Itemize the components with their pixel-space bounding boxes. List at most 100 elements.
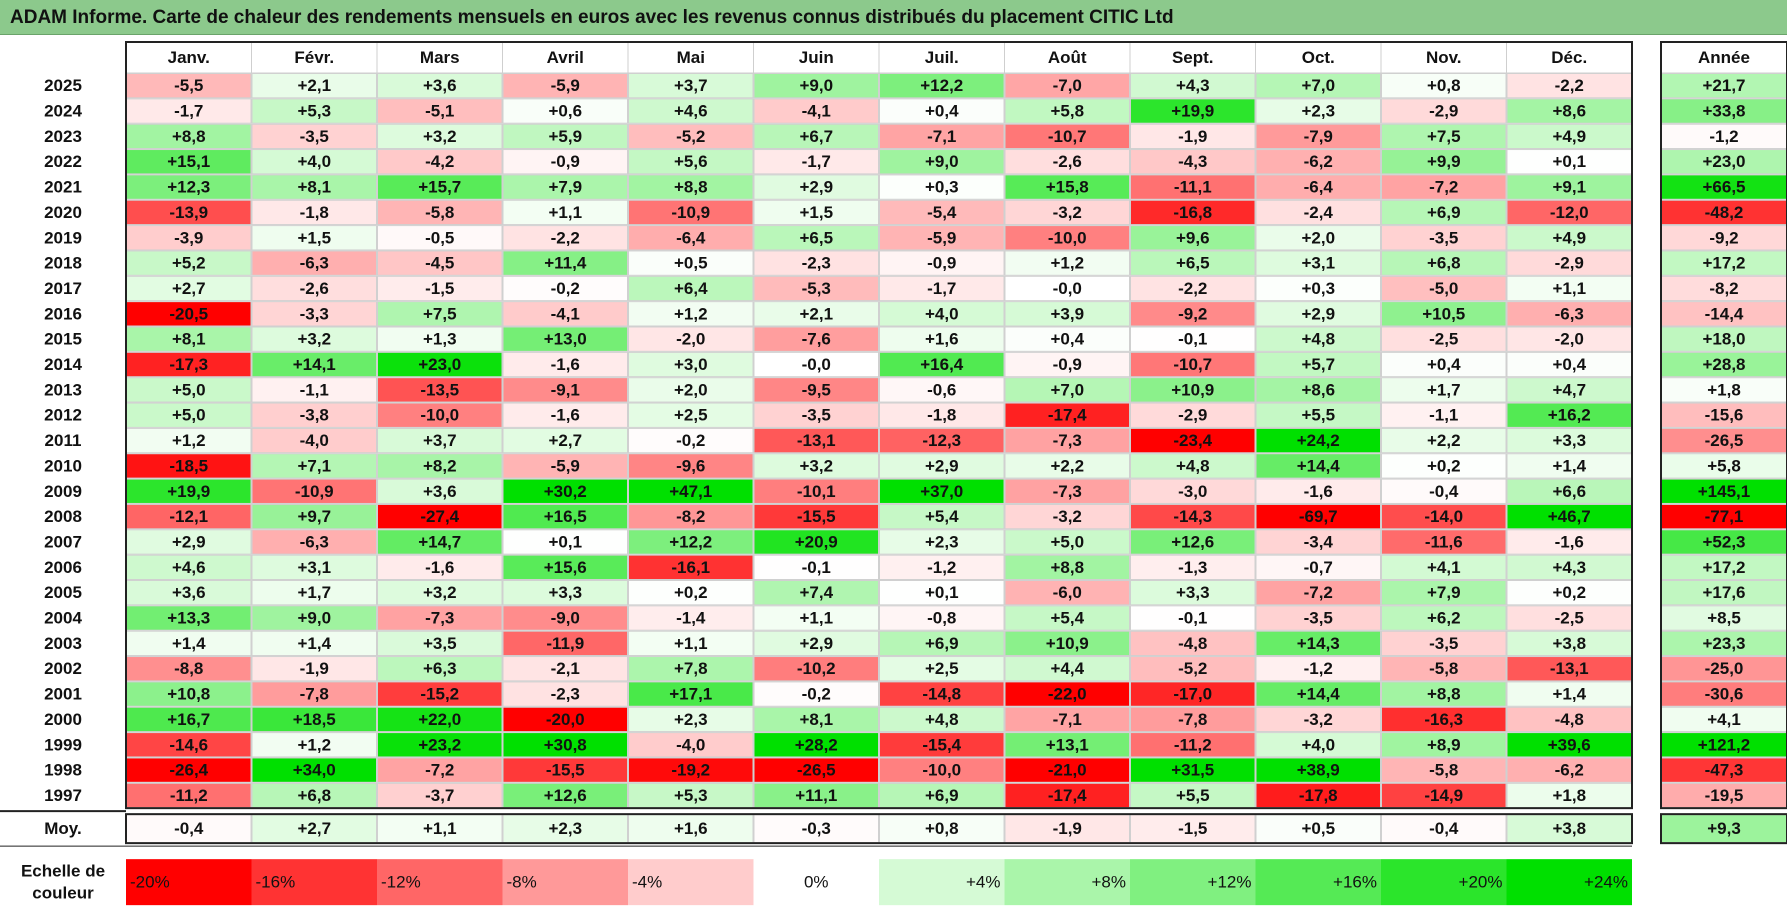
cell-value: -0,7 — [1304, 558, 1333, 577]
heatmap-cell — [502, 301, 628, 327]
scale-swatch — [1130, 859, 1256, 906]
heatmap-cell — [1506, 529, 1632, 555]
cell-value: +1,1 — [799, 609, 833, 628]
cell-value: +2,7 — [548, 431, 582, 450]
cell-value: +7,1 — [297, 456, 331, 475]
annual-value: +5,8 — [1707, 456, 1741, 475]
cell-value: +2,9 — [799, 634, 833, 653]
heatmap-cell — [753, 630, 879, 657]
month-header: Avril — [547, 48, 584, 67]
cell-value: -26,5 — [797, 761, 836, 780]
cell-value: -16,1 — [671, 558, 710, 577]
heatmap-cell — [1381, 427, 1507, 454]
heatmap-cell — [1004, 377, 1130, 403]
heatmap-cell — [879, 503, 1005, 530]
heatmap-cell — [1004, 503, 1130, 530]
heatmap-cell — [1004, 149, 1130, 175]
annual-value: +28,8 — [1702, 355, 1745, 374]
heatmap-cell — [628, 301, 754, 327]
cell-value: -1,6 — [1304, 482, 1333, 501]
heatmap-cell — [1130, 250, 1256, 276]
heatmap-cell — [126, 98, 252, 124]
heatmap-cell — [753, 605, 879, 631]
cell-value: -10,7 — [1048, 127, 1087, 146]
year-label: 2002 — [44, 659, 82, 678]
heatmap-cell — [377, 73, 503, 99]
cell-value: +8,6 — [1552, 102, 1586, 121]
cell-value: -2,4 — [1304, 203, 1334, 222]
heatmap-cell — [377, 250, 503, 276]
heatmap-cell — [1004, 275, 1130, 302]
heatmap-cell — [879, 98, 1005, 124]
heatmap-cell — [628, 706, 754, 733]
cell-value: +47,1 — [669, 482, 712, 501]
heatmap-cell — [502, 478, 628, 504]
heatmap-cell — [502, 554, 628, 581]
annual-value: +52,3 — [1702, 532, 1745, 551]
annual-average-border — [1660, 813, 1787, 845]
heatmap-cell — [879, 605, 1005, 631]
average-value: -0,4 — [1429, 819, 1459, 838]
heatmap-cell — [1130, 605, 1256, 631]
heatmap-cell — [628, 174, 754, 200]
cell-value: +8,1 — [172, 330, 206, 349]
heatmap-cell — [126, 782, 252, 809]
heatmap-cell — [251, 453, 377, 479]
heatmap-cell — [1130, 123, 1256, 150]
month-header: Mars — [420, 48, 460, 67]
heatmap-cell — [753, 275, 879, 302]
cell-value: -1,9 — [300, 659, 329, 678]
year-label: 2021 — [44, 178, 82, 197]
heatmap-cell — [251, 656, 377, 682]
cell-value: +1,4 — [1552, 685, 1586, 704]
cell-value: -5,8 — [1429, 659, 1458, 678]
cell-value: +10,9 — [1171, 380, 1214, 399]
heatmap-cell — [1130, 782, 1256, 809]
month-header: Juin — [799, 48, 834, 67]
heatmap-cell — [1130, 275, 1256, 302]
heatmap-cell — [1381, 199, 1507, 226]
year-label: 2001 — [44, 685, 82, 704]
cell-value: +23,2 — [418, 735, 461, 754]
cell-value: -0,6 — [927, 380, 956, 399]
heatmap-cell — [1506, 453, 1632, 479]
cell-value: +16,7 — [167, 710, 210, 729]
heatmap-cell — [377, 123, 503, 150]
cell-value: -16,3 — [1424, 710, 1463, 729]
cell-value: +4,8 — [925, 710, 959, 729]
heatmap-cell — [1255, 427, 1381, 454]
cell-value: +6,8 — [297, 786, 331, 805]
cell-value: -10,9 — [671, 203, 710, 222]
cell-value: +1,2 — [674, 304, 708, 323]
cell-value: +1,1 — [548, 203, 582, 222]
heatmap-cell — [879, 250, 1005, 276]
cell-value: +3,3 — [1176, 583, 1210, 602]
heatmap-cell — [753, 98, 879, 124]
cell-value: -0,1 — [1178, 609, 1207, 628]
heatmap-cell — [628, 225, 754, 251]
annual-value: +121,2 — [1698, 735, 1750, 754]
heatmap-cell — [1381, 123, 1507, 150]
heatmap-cell — [1130, 630, 1256, 657]
title-bar: ADAM Informe. Carte de chaleur des rende… — [0, 0, 1787, 35]
heatmap-cell — [251, 605, 377, 631]
cell-value: +5,6 — [674, 152, 708, 171]
cell-value: -3,5 — [1429, 634, 1458, 653]
cell-value: +15,8 — [1046, 178, 1089, 197]
year-label: 2003 — [44, 634, 82, 653]
heatmap-cell — [1255, 757, 1381, 783]
cell-value: -13,9 — [169, 203, 208, 222]
annual-value: -15,6 — [1705, 406, 1744, 425]
heatmap-cell — [879, 580, 1005, 606]
heatmap-cell — [377, 453, 503, 479]
heatmap-cell — [879, 326, 1005, 352]
heatmap-cell — [628, 199, 754, 226]
cell-value: -7,6 — [802, 330, 831, 349]
average-cell — [1130, 814, 1256, 844]
year-label: 2011 — [45, 431, 82, 450]
cell-value: -5,4 — [927, 203, 957, 222]
heatmap-cell — [377, 98, 503, 124]
cell-value: -0,0 — [1053, 279, 1082, 298]
cell-value: -1,7 — [927, 279, 956, 298]
cell-value: -22,0 — [1048, 685, 1087, 704]
